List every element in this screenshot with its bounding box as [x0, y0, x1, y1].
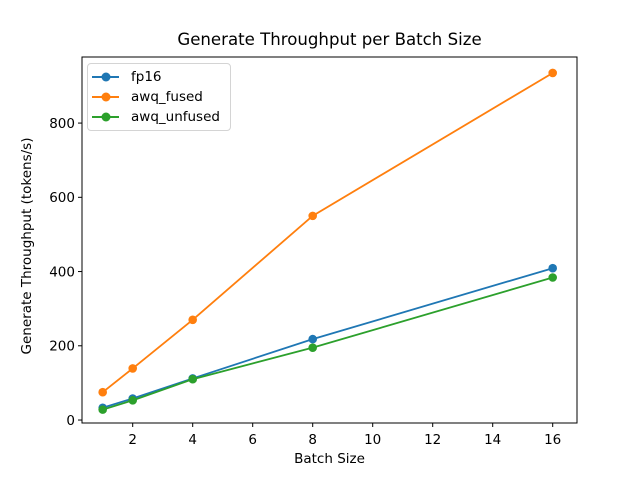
data-point-awq_fused	[548, 68, 557, 78]
data-point-awq_unfused	[98, 405, 107, 414]
legend-label: awq_unfused	[131, 109, 220, 125]
x-tick-label: 4	[188, 432, 197, 448]
y-tick-label: 200	[49, 339, 75, 355]
data-point-awq_fused	[308, 211, 318, 221]
legend-line-marker	[92, 72, 119, 82]
x-tick-label: 2	[128, 432, 137, 448]
x-tick-label: 12	[424, 432, 441, 448]
legend-line-marker	[92, 112, 119, 122]
y-tick-label: 800	[49, 116, 75, 132]
y-tick-label: 400	[49, 264, 75, 280]
data-point-awq_unfused	[188, 374, 197, 384]
data-point-awq_unfused	[308, 343, 318, 352]
data-point-awq_fused	[188, 315, 197, 325]
axes-spines	[81, 56, 578, 424]
x-tick-label: 10	[364, 432, 381, 448]
x-tick-label: 16	[544, 432, 561, 448]
data-point-awq_unfused	[128, 396, 137, 405]
x-tick-label: 6	[248, 432, 257, 448]
y-tick-label: 0	[66, 413, 75, 429]
legend-label: fp16	[131, 69, 162, 85]
legend-item-awq_unfused: awq_unfused	[92, 107, 230, 127]
legend-label: awq_fused	[131, 89, 203, 105]
chart-title: Generate Throughput per Batch Size	[177, 30, 482, 49]
legend-item-fp16: fp16	[92, 67, 230, 87]
data-point-awq_fused	[98, 387, 107, 397]
x-tick-label: 8	[308, 432, 317, 448]
legend-item-awq_fused: awq_fused	[92, 87, 230, 107]
legend-line-marker	[92, 92, 119, 102]
data-point-awq_fused	[128, 364, 137, 373]
data-point-fp16	[308, 334, 318, 344]
data-point-fp16	[548, 263, 557, 273]
y-axis-label: Generate Throughput (tokens/s)	[19, 137, 35, 355]
y-tick-label: 600	[49, 190, 75, 206]
x-tick-label: 14	[484, 432, 501, 448]
series-line-awq_unfused	[102, 276, 553, 411]
legend: fp16 awq_fused awq_unfused	[87, 63, 231, 131]
data-point-awq_unfused	[548, 273, 557, 282]
x-axis-label: Batch Size	[294, 451, 365, 467]
